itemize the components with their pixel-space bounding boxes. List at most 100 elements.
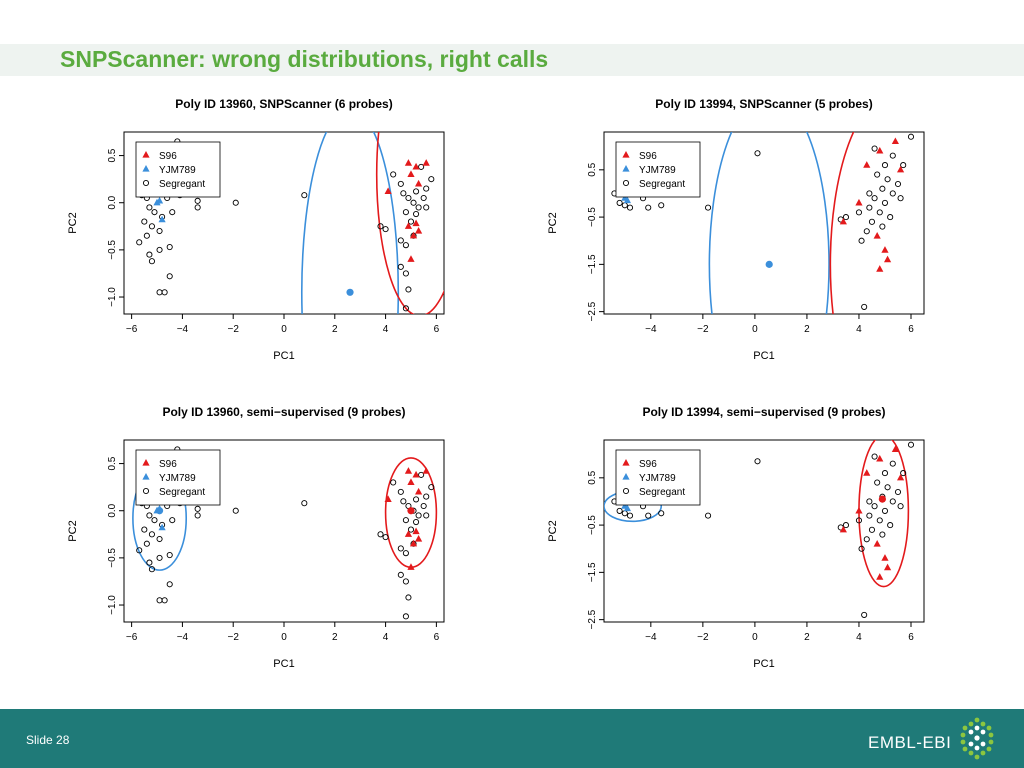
segregant-point xyxy=(881,199,889,206)
x-axis-label: PC1 xyxy=(753,658,774,670)
y-tick-label: 0.0 xyxy=(107,503,118,517)
s96-point xyxy=(409,231,418,239)
distribution-curve xyxy=(829,132,855,314)
x-tick-label: 2 xyxy=(804,632,810,643)
segregant-point xyxy=(413,496,420,503)
legend-marker xyxy=(622,165,630,172)
segregant-point xyxy=(397,545,404,552)
legend-label: YJM789 xyxy=(639,165,676,176)
segregant-point xyxy=(148,223,155,230)
s96-point xyxy=(415,227,423,234)
x-tick-label: 6 xyxy=(434,632,440,643)
segregant-point xyxy=(423,512,430,519)
chart-legend: S96 YJM789 Segregant xyxy=(135,449,221,506)
segregant-point xyxy=(156,227,163,235)
y-tick-label: −0.5 xyxy=(107,548,118,568)
segregant-point xyxy=(887,214,894,221)
segregant-point xyxy=(645,512,652,519)
segregant-point xyxy=(166,243,173,251)
legend-label: YJM789 xyxy=(159,165,196,176)
segregant-point xyxy=(418,163,425,170)
s96-point xyxy=(384,495,392,503)
segregant-point xyxy=(413,210,420,218)
x-tick-label: 0 xyxy=(281,324,287,335)
x-tick-label: −2 xyxy=(228,324,240,335)
segregant-point xyxy=(879,185,886,192)
segregant-point xyxy=(858,237,865,244)
chart-legend: S96 YJM789 Segregant xyxy=(135,141,221,198)
s96-point xyxy=(839,217,847,225)
legend-label: Segregant xyxy=(159,179,205,190)
segregant-point xyxy=(420,502,427,510)
yjm789-point xyxy=(158,523,166,531)
segregant-point xyxy=(884,484,891,491)
distribution-curve xyxy=(375,132,444,314)
s96-point xyxy=(896,473,905,481)
segregant-point xyxy=(705,204,712,211)
chart-bottom-left: Poly ID 13960, semi−supervised (9 probes… xyxy=(60,400,480,700)
segregant-point xyxy=(858,545,865,552)
segregant-point xyxy=(407,526,415,533)
segregant-point xyxy=(894,180,902,188)
brand-name: EMBL-EBI xyxy=(868,733,952,752)
s96-point xyxy=(873,540,881,547)
segregant-point xyxy=(397,571,404,578)
legend-label: S96 xyxy=(159,151,177,162)
segregant-point xyxy=(166,273,173,280)
segregant-point xyxy=(156,289,163,296)
segregant-point xyxy=(415,204,422,211)
scatter-plot: Poly ID 13994, semi−supervised (9 probes… xyxy=(547,405,925,670)
segregant-point xyxy=(842,214,850,221)
x-tick-label: −4 xyxy=(645,632,657,643)
segregant-point xyxy=(377,531,384,538)
segregant-point xyxy=(194,505,201,512)
segregant-point xyxy=(232,199,239,206)
plot-area xyxy=(604,440,915,618)
chart-top-left: Poly ID 13960, SNPScanner (6 probes) −6 −4… xyxy=(60,92,480,392)
segregant-point xyxy=(879,223,886,230)
segregant-point xyxy=(428,484,435,491)
x-tick-label: −2 xyxy=(228,632,240,643)
segregant-point xyxy=(136,239,143,246)
segregant-point xyxy=(151,517,158,524)
y-tick-label: −0.5 xyxy=(587,207,598,227)
chart-title: Poly ID 13960, SNPScanner (6 probes) xyxy=(175,97,392,111)
segregant-point xyxy=(148,531,155,538)
yjm789-point xyxy=(623,504,632,512)
legend-label: S96 xyxy=(639,151,657,162)
y-tick-label: −1.5 xyxy=(587,562,598,582)
segregant-point xyxy=(863,228,870,235)
segregant-point xyxy=(900,470,907,477)
y-tick-label: −0.5 xyxy=(107,240,118,260)
segregant-point xyxy=(871,503,878,510)
s96-point xyxy=(896,165,905,173)
s96-point xyxy=(404,159,413,166)
x-tick-label: −2 xyxy=(697,632,709,643)
segregant-point xyxy=(413,188,420,195)
segregant-point xyxy=(897,195,904,202)
segregant-point xyxy=(402,270,409,277)
segregant-point xyxy=(146,251,153,258)
centre-point xyxy=(155,507,164,515)
x-tick-label: 0 xyxy=(752,632,758,643)
segregant-point xyxy=(705,512,712,519)
x-tick-label: 0 xyxy=(281,632,287,643)
segregant-point xyxy=(148,566,155,573)
distribution-curve xyxy=(858,440,910,588)
segregant-point xyxy=(402,209,409,216)
segregant-point xyxy=(143,540,150,547)
legend-label: YJM789 xyxy=(159,473,196,484)
legend-label: Segregant xyxy=(639,179,685,190)
slide-title: SNPScanner: wrong distributions, right c… xyxy=(60,46,549,72)
x-tick-label: 4 xyxy=(856,324,862,335)
segregant-point xyxy=(907,441,915,448)
plot-area xyxy=(611,132,915,314)
s96-point xyxy=(881,554,889,561)
legend-marker xyxy=(142,151,150,158)
segregant-point xyxy=(907,133,915,140)
slide-number: Slide 28 xyxy=(26,733,70,747)
x-tick-label: 2 xyxy=(332,324,338,335)
segregant-point xyxy=(871,145,878,152)
legend-marker xyxy=(622,151,630,158)
segregant-point xyxy=(402,578,409,585)
